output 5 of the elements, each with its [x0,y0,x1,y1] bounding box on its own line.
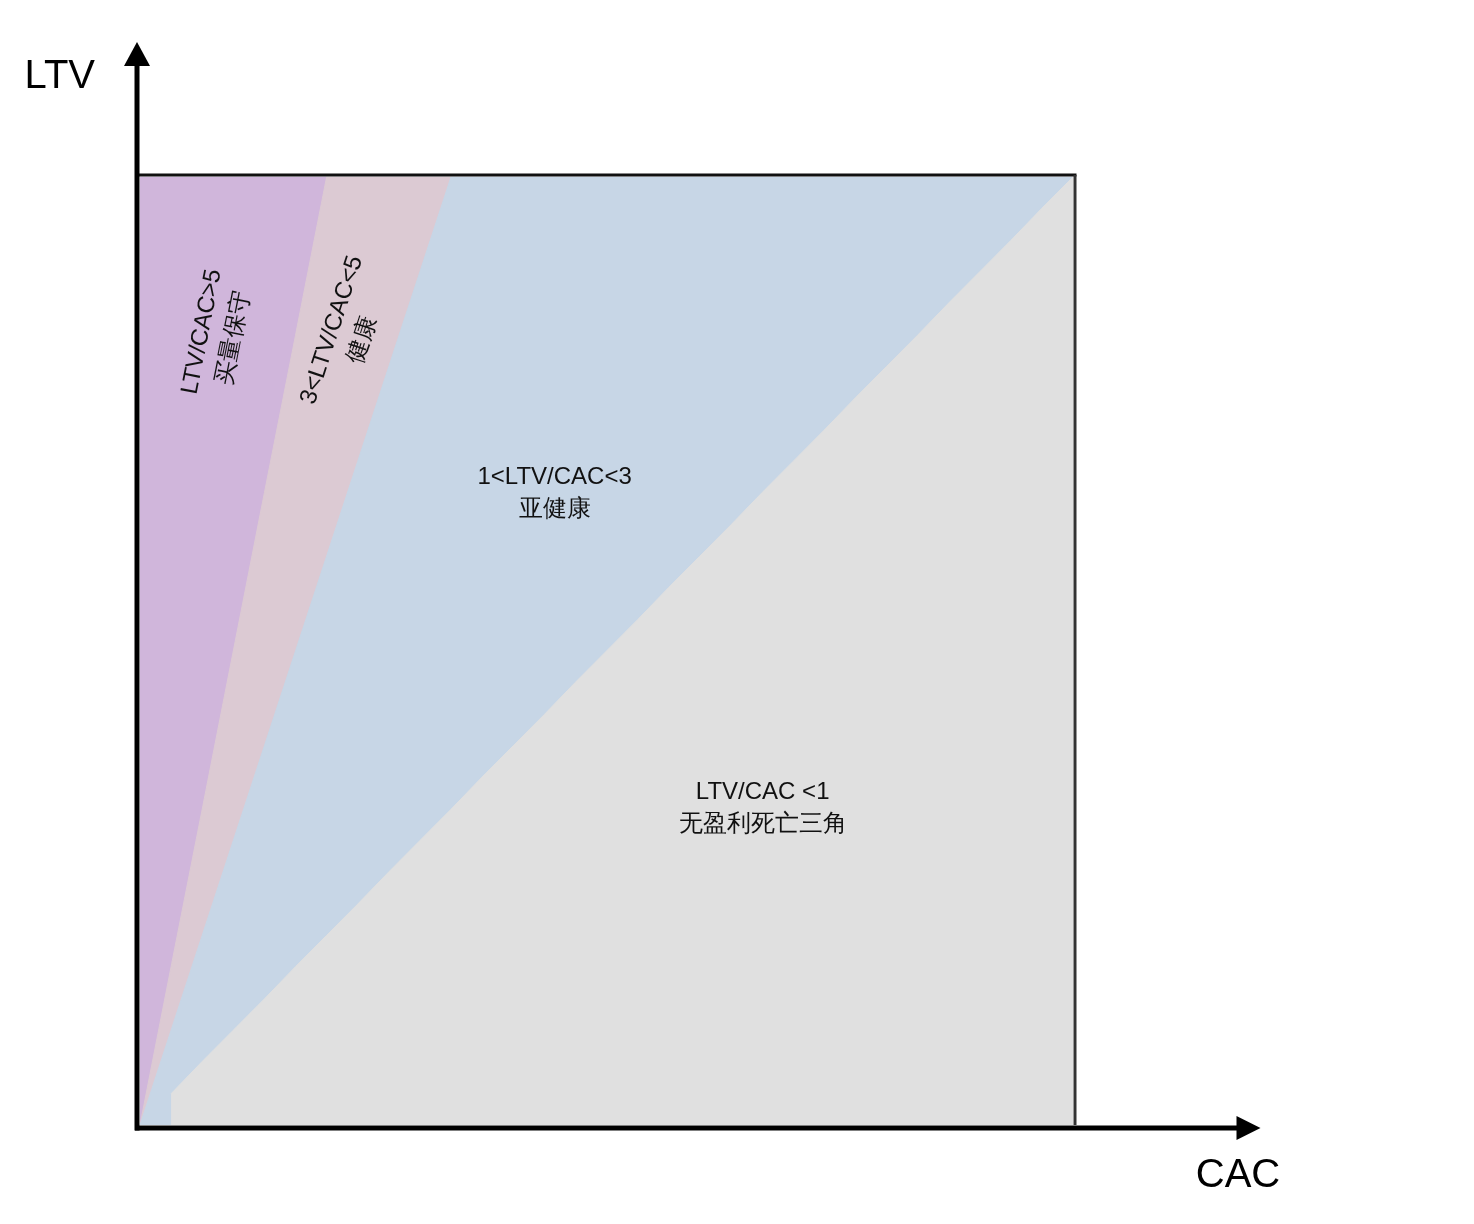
series-label: LTV/CAC <1 无盈利死亡三角 [678,777,847,837]
y-axis-title: LTV [24,52,96,97]
x-axis-title: CAC [1195,1151,1281,1196]
series-label: LTV/CAC>5 买量保守 [174,266,255,397]
series-label: 1<LTV/CAC<3 亚健康 [477,461,632,521]
